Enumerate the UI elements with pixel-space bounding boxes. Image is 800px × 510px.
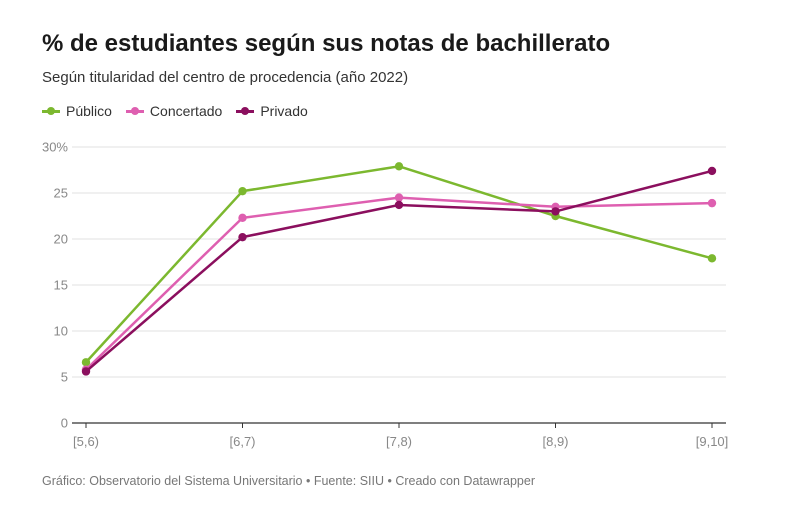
- chart-legend: Público Concertado Privado: [42, 103, 322, 119]
- data-point-publico: [238, 186, 247, 196]
- data-point-privado: [394, 200, 404, 210]
- legend-item-concertado: Concertado: [125, 103, 223, 119]
- data-point-privado: [238, 232, 247, 242]
- x-tick-label: [7,8): [386, 434, 412, 449]
- y-tick-label: 5: [61, 370, 68, 385]
- y-tick-label: 30%: [42, 140, 68, 155]
- y-tick-label: 15: [54, 278, 68, 293]
- data-point-publico: [394, 162, 404, 171]
- series-line-concertado: [84, 196, 714, 371]
- data-point-concertado: [394, 193, 404, 202]
- chart-footer: Gráfico: Observatorio del Sistema Univer…: [42, 474, 535, 488]
- chart-subtitle: Según titularidad del centro de proceden…: [42, 69, 409, 86]
- data-point-concertado: [707, 198, 717, 208]
- chart-title: % de estudiantes según sus notas de bach…: [42, 30, 611, 57]
- legend-swatch-concertado: [125, 107, 144, 115]
- x-tick-label: [6,7): [229, 434, 255, 449]
- legend-item-publico: Público: [42, 103, 112, 119]
- legend-swatch-privado: [236, 107, 255, 115]
- y-tick-label: 10: [54, 324, 68, 339]
- x-tick-label: [8,9): [542, 434, 568, 449]
- data-point-publico: [707, 254, 717, 263]
- y-tick-label: 0: [61, 416, 68, 431]
- y-tick-label: 25: [54, 186, 68, 201]
- data-point-publico: [81, 358, 91, 367]
- legend-item-privado: Privado: [236, 103, 308, 119]
- data-point-concertado: [238, 213, 247, 223]
- y-tick-label: 20: [54, 232, 68, 247]
- legend-label-publico: Público: [66, 103, 112, 119]
- legend-label-concertado: Concertado: [149, 103, 223, 119]
- x-tick-label: [9,10]: [696, 434, 729, 449]
- x-tick-label: [5,6): [73, 434, 99, 449]
- legend-swatch-publico: [42, 107, 60, 115]
- data-point-privado: [551, 207, 560, 216]
- legend-label-privado: Privado: [260, 103, 308, 119]
- data-point-privado: [707, 166, 717, 176]
- data-point-privado: [81, 367, 91, 376]
